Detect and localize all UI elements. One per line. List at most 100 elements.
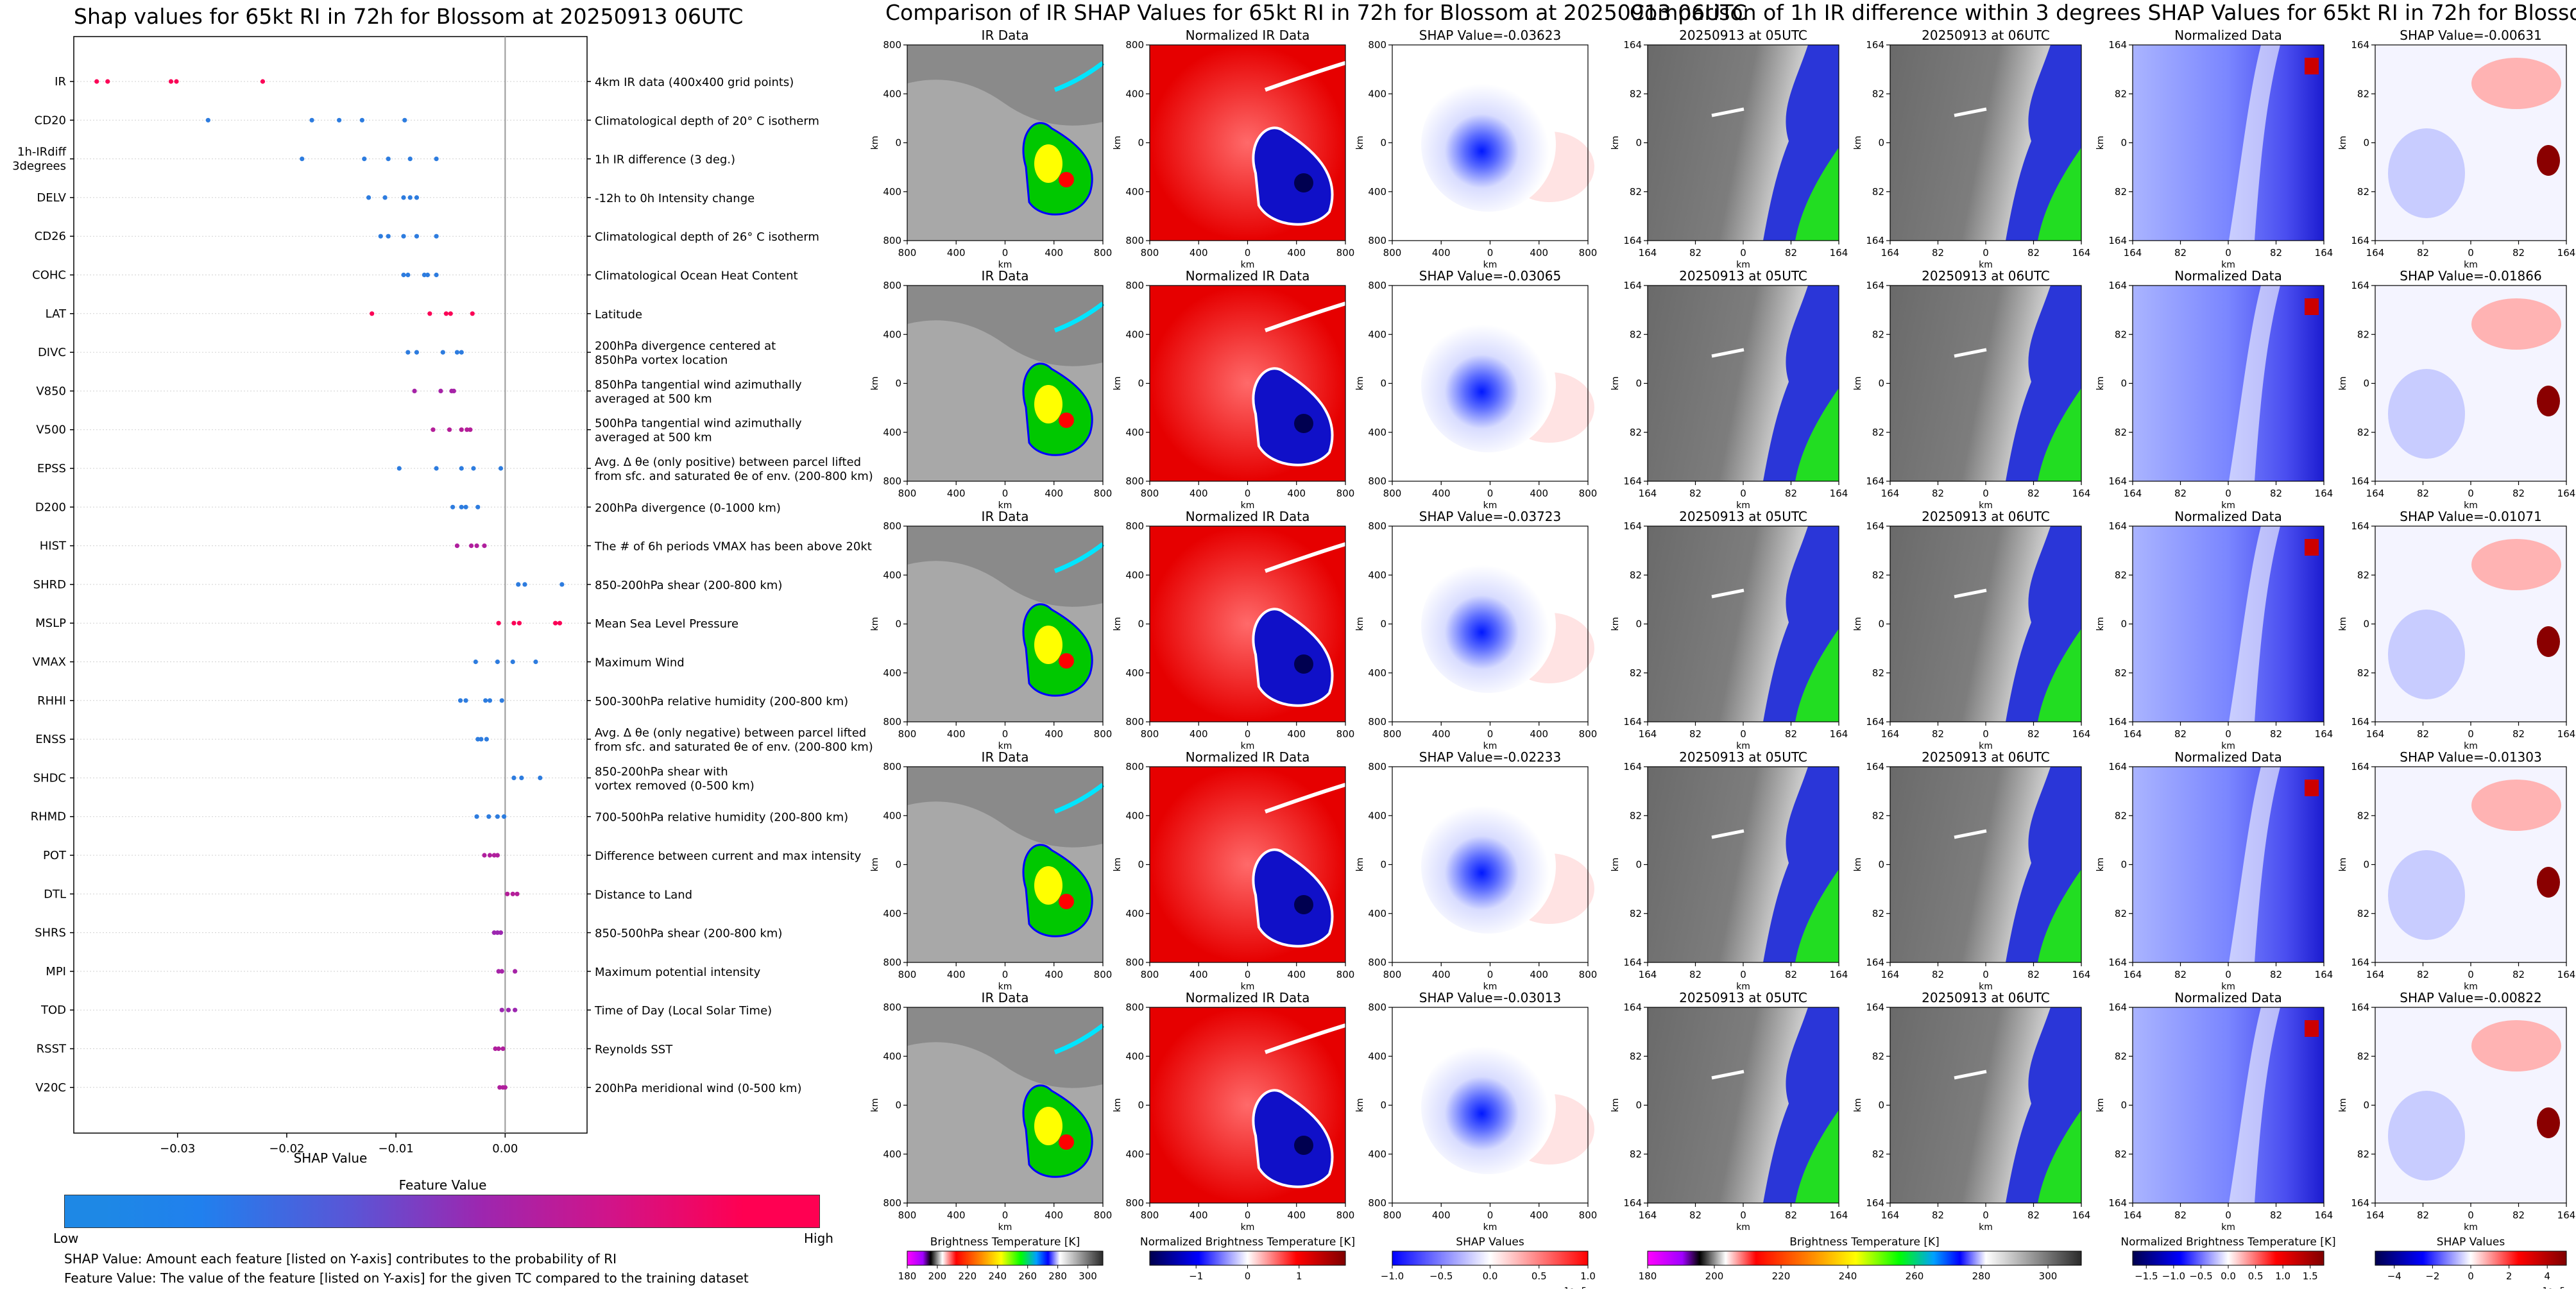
ytick-label: 0 [895, 1100, 901, 1111]
xtick-label: 800 [1141, 247, 1159, 259]
panel-frame [907, 1007, 1104, 1204]
colorbar-bar [2132, 1251, 2324, 1266]
ytick-label: 800 [1125, 280, 1144, 291]
normalized-ir-panel: Normalized IR Data8008004004000040040080… [1113, 749, 1354, 992]
ytick-label: 164 [1866, 39, 1884, 51]
shap-point [498, 930, 504, 935]
ytick-label: 0 [1635, 1100, 1642, 1111]
feature-name: CD20 [35, 114, 66, 127]
diff-shap-panel: SHAP Value=-0.01866164164828200828216416… [2338, 268, 2575, 511]
ytick-label: 82 [2357, 1050, 2369, 1062]
xtick-label: 82 [2174, 247, 2187, 259]
normalized-storm [1252, 1089, 1334, 1188]
xtick-label: 82 [2174, 728, 2187, 740]
ytick-label: 82 [1630, 667, 1642, 679]
y-axis-unit: km [1853, 617, 1863, 631]
ytick-label: 0 [1635, 378, 1642, 389]
shap-point [370, 311, 375, 316]
panel-frame [1647, 766, 1839, 963]
shap-point [553, 620, 558, 626]
panel-frame [2132, 525, 2324, 722]
ytick-label: 164 [2351, 1197, 2369, 1209]
ytick-label: 800 [1125, 1197, 1144, 1209]
xtick-label: 400 [1045, 728, 1063, 740]
y-axis-unit: km [1853, 136, 1863, 150]
shap-point [260, 79, 266, 84]
xtick-label: 0 [2468, 728, 2474, 740]
shap-point [443, 311, 449, 316]
ytick-label: 800 [1125, 761, 1144, 773]
ytick-label: 0 [1878, 378, 1884, 389]
diff-shap-title: SHAP Value=-0.01303 [2400, 749, 2541, 765]
xtick-label: 164 [2315, 1209, 2333, 1221]
y-axis-unit: km [2095, 617, 2106, 631]
y-axis-unit: km [2095, 1098, 2106, 1113]
shap-point [459, 350, 464, 355]
ytick-label: 400 [1368, 908, 1386, 919]
ytick-label: 0 [895, 378, 901, 389]
ir-06utc-panel: 20250913 at 06UTC1641648282008282164164k… [1853, 749, 2090, 992]
ytick-label: 400 [883, 569, 901, 581]
x-axis-unit: km [2221, 260, 2235, 270]
xtick-label: 0.00 [492, 1142, 518, 1156]
xtick-label: 800 [1579, 969, 1598, 980]
shap-point [434, 157, 439, 162]
ytick-label: 400 [1368, 810, 1386, 821]
x-axis-unit: km [2221, 982, 2235, 992]
normalized-core [1294, 654, 1313, 674]
colorbar-label: Brightness Temperature [K] [1789, 1236, 1939, 1249]
shap-point [468, 543, 474, 549]
xtick-label: 400 [1287, 488, 1306, 499]
ytick-label: 82 [1630, 908, 1642, 919]
ytick-label: 0 [1138, 1100, 1144, 1111]
ir-05utc-title: 20250913 at 05UTC [1679, 509, 1807, 524]
xtick-label: 0 [1740, 488, 1746, 499]
ytick-label: 800 [1368, 761, 1386, 773]
feature-description: 200hPa divergence centered at 850hPa vort… [595, 339, 776, 367]
convection-area [2038, 1110, 2081, 1203]
ytick-label: 800 [1125, 957, 1144, 968]
xtick-label: 164 [2124, 488, 2142, 499]
cloud-band [1053, 302, 1105, 333]
shap-point [465, 427, 470, 432]
xtick-label: 164 [1830, 488, 1848, 499]
panel-frame [1889, 766, 2082, 963]
shap-point [513, 969, 518, 974]
panel-frame [907, 285, 1104, 482]
xtick-label: 164 [2315, 728, 2333, 740]
normalized-storm [1252, 126, 1334, 226]
diff-shap-peak [2537, 1107, 2560, 1138]
y-axis-unit: km [1113, 136, 1123, 150]
xtick-label: 164 [2072, 969, 2091, 980]
x-axis-unit: km [1483, 741, 1497, 751]
colorbar-bar [1392, 1251, 1589, 1266]
diff-shap-panel: SHAP Value=-0.01071164164828200828216416… [2338, 509, 2575, 751]
panel-frame [1647, 285, 1839, 482]
ytick-label: 0 [1878, 619, 1884, 630]
shap-point [337, 117, 342, 123]
x-axis-unit: km [2464, 260, 2478, 270]
ytick-label: 800 [883, 39, 901, 51]
xtick-label: 400 [1190, 247, 1208, 259]
ytick-label: 0 [1380, 137, 1386, 149]
diff-brightness-colorbar: Brightness Temperature [K] 180 200 220 240 26… [1639, 1236, 2082, 1282]
xtick-label: 82 [2417, 969, 2429, 980]
ytick-label: 82 [2115, 667, 2127, 679]
xtick-label: 0 [1983, 1209, 1989, 1221]
panel-frame [2375, 525, 2567, 722]
xtick-label: 800 [1336, 969, 1355, 980]
shap-point [487, 698, 493, 703]
x-axis-unit: km [1736, 741, 1750, 751]
ytick-label: 0 [2120, 137, 2127, 149]
shap-point [491, 930, 497, 935]
shap-point [454, 350, 460, 355]
normalized-diff-title: Normalized Data [2174, 28, 2282, 43]
xtick-label: 0 [1487, 247, 1494, 259]
convection-area [1795, 148, 1839, 241]
xtick-label: 82 [2174, 969, 2187, 980]
panel-frame [1889, 285, 2082, 482]
xtick-label: 800 [1094, 728, 1113, 740]
xtick-label: 82 [2027, 728, 2040, 740]
xtick-label: 164 [1830, 247, 1848, 259]
